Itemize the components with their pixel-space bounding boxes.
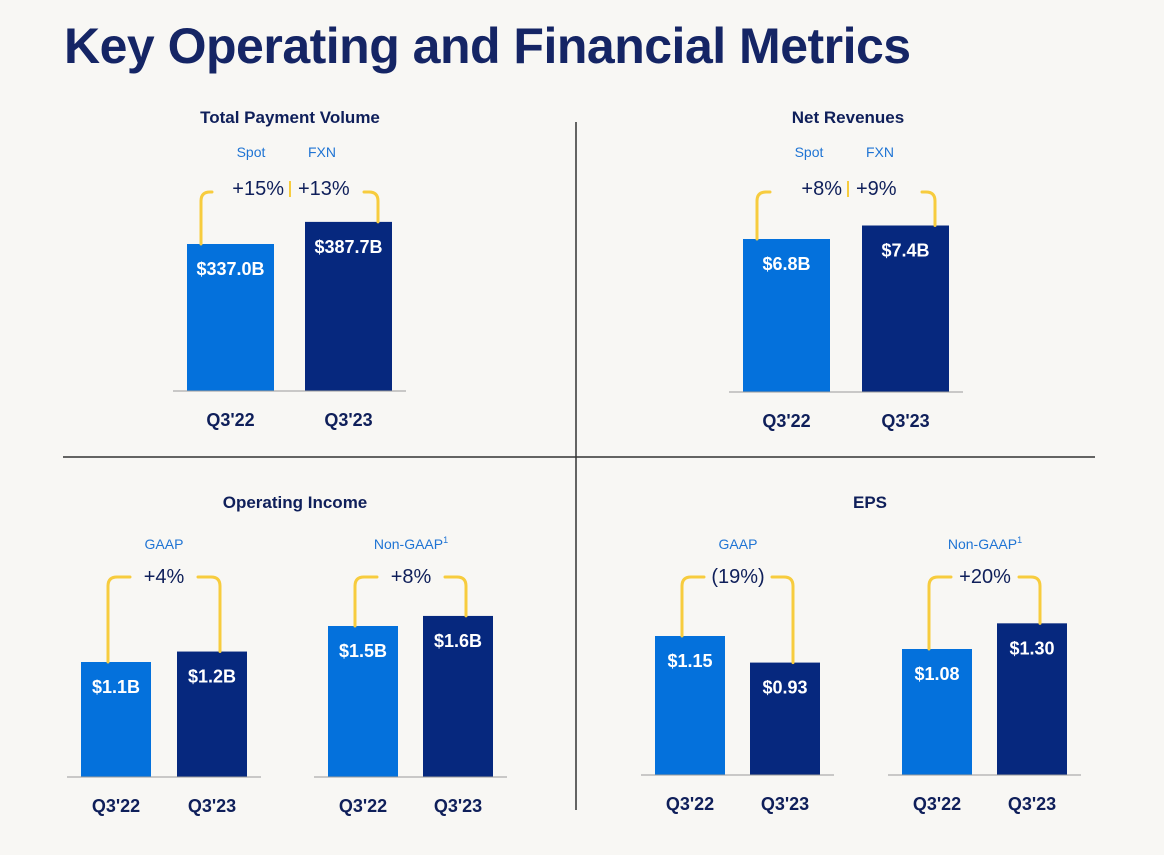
eps-non-gaap-bar-q3-22 [902, 649, 972, 775]
netrev-value-label-q3-22: $6.8B [762, 254, 810, 274]
netrev-spot-change: +8% [801, 178, 842, 200]
tpv-growth-bracket [199, 190, 380, 246]
opinc-non-gaap-change-bracket [353, 575, 468, 628]
tpv-tick-label-q3-23: Q3'23 [324, 410, 372, 430]
eps-non-gaap-tick-label-q3-22: Q3'22 [913, 794, 961, 814]
opinc-gaap-bar-q3-22 [81, 662, 151, 777]
eps-non-gaap-footnote-marker: 1 [1017, 535, 1022, 545]
eps-non-gaap-value-label-q3-23: $1.30 [1009, 638, 1054, 658]
netrev-tick-label-q3-23: Q3'23 [881, 411, 929, 431]
opinc-gaap-tick-label-q3-22: Q3'22 [92, 796, 140, 816]
opinc-non-gaap-value-label-q3-23: $1.6B [434, 631, 482, 651]
netrev-fxn-change: +9% [856, 178, 897, 200]
netrev-tick-label-q3-22: Q3'22 [762, 411, 810, 431]
tpv-value-label-q3-23: $387.7B [314, 237, 382, 257]
opinc-gaap-change-bracket [106, 575, 222, 664]
opinc-non-gaap-bar-q3-22 [328, 626, 398, 777]
eps-gaap-value-label-q3-23: $0.93 [762, 678, 807, 698]
eps-non-gaap-tick-label-q3-23: Q3'23 [1008, 794, 1056, 814]
opinc-non-gaap-bar-q3-23 [423, 615, 493, 777]
eps-non-gaap-value-label-q3-22: $1.08 [914, 664, 959, 684]
tpv-tick-label-q3-22: Q3'22 [206, 410, 254, 430]
eps-non-gaap-change-bracket [927, 575, 1042, 651]
eps-gaap-change-bracket [680, 575, 795, 665]
eps-gaap-label: GAAP [719, 536, 758, 552]
eps-non-gaap-change: +20% [959, 566, 1011, 588]
opinc-gaap-value-label-q3-22: $1.1B [92, 677, 140, 697]
eps-gaap-tick-label-q3-22: Q3'22 [666, 794, 714, 814]
tpv-fxn-change: +13% [298, 178, 350, 200]
opinc-non-gaap-tick-label-q3-23: Q3'23 [434, 796, 482, 816]
opinc-gaap-label: GAAP [145, 536, 184, 552]
tpv-fxn-label: FXN [308, 144, 336, 160]
netrev-growth-bracket [755, 190, 937, 241]
opinc-gaap-tick-label-q3-23: Q3'23 [188, 796, 236, 816]
eps-gaap-tick-label-q3-23: Q3'23 [761, 794, 809, 814]
tpv-spot-change: +15% [232, 178, 284, 200]
netrev-fxn-label: FXN [866, 144, 894, 160]
tpv-value-label-q3-22: $337.0B [196, 259, 264, 279]
tpv-bar-q3-23 [305, 221, 392, 391]
netrev-value-label-q3-23: $7.4B [881, 241, 929, 261]
opinc-non-gaap-value-label-q3-22: $1.5B [339, 641, 387, 661]
netrev-bar-q3-22 [743, 239, 830, 392]
eps-gaap-change: (19%) [711, 566, 764, 588]
opinc-non-gaap-footnote-marker: 1 [443, 535, 448, 545]
opinc-gaap-value-label-q3-23: $1.2B [188, 667, 236, 687]
netrev-bar-q3-23 [862, 225, 949, 392]
tpv-spot-label: Spot [237, 144, 266, 160]
netrev-panel-title: Net Revenues [792, 108, 904, 127]
eps-non-gaap-label: Non-GAAP1 [948, 535, 1022, 552]
opinc-panel-title: Operating Income [223, 493, 368, 512]
tpv-bar-q3-22 [187, 244, 274, 391]
eps-gaap-bar-q3-23 [750, 662, 820, 775]
opinc-non-gaap-tick-label-q3-22: Q3'22 [339, 796, 387, 816]
page-title: Key Operating and Financial Metrics [64, 18, 911, 74]
opinc-gaap-bar-q3-23 [177, 651, 247, 777]
eps-non-gaap-bar-q3-23 [997, 623, 1067, 775]
opinc-non-gaap-change: +8% [391, 566, 432, 588]
opinc-gaap-change: +4% [144, 566, 185, 588]
netrev-spot-label: Spot [795, 144, 824, 160]
eps-panel-title: EPS [853, 493, 887, 512]
eps-gaap-bar-q3-22 [655, 636, 725, 775]
eps-gaap-value-label-q3-22: $1.15 [667, 651, 712, 671]
tpv-panel-title: Total Payment Volume [200, 108, 380, 127]
opinc-non-gaap-label: Non-GAAP1 [374, 535, 448, 552]
